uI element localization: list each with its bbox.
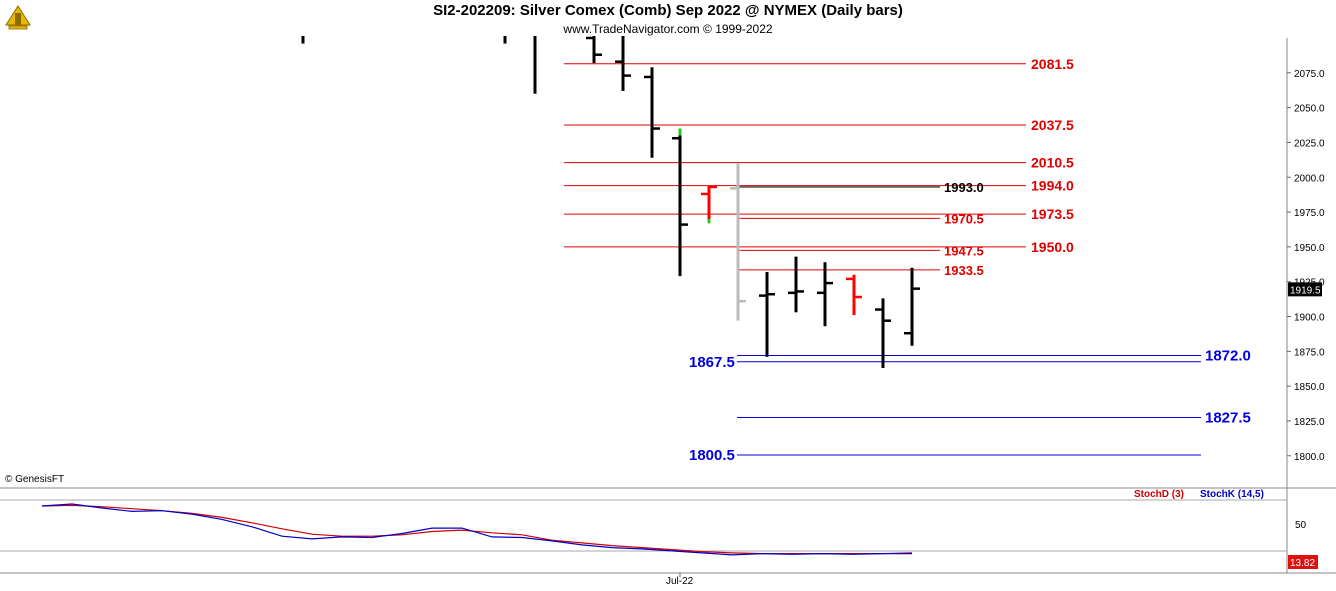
watermark: © GenesisFT: [5, 474, 65, 485]
price-bar: [615, 36, 631, 91]
price-bar: [644, 67, 660, 158]
time-tick-label: Jul-22: [666, 576, 694, 587]
price-tick-label: 2050.0: [1294, 104, 1325, 115]
stoch-k-legend: StochK (14,5): [1200, 489, 1264, 500]
level-label-2081-5: 2081.5: [1031, 56, 1074, 72]
price-bar: [759, 271, 775, 357]
price-tick-label: 1850.0: [1294, 382, 1325, 393]
price-bar: [904, 267, 920, 346]
level-label-2010-5: 2010.5: [1031, 155, 1074, 171]
price-tick-label: 1875.0: [1294, 347, 1325, 358]
price-bar: [846, 274, 862, 316]
price-tick-label: 2075.0: [1294, 69, 1325, 80]
price-tick-label: 1975.0: [1294, 208, 1325, 219]
level-label-2037-5: 2037.5: [1031, 117, 1074, 133]
level-label-1933-5: 1933.5: [944, 263, 984, 278]
level-label-1867-5: 1867.5: [689, 354, 735, 371]
price-bar: [817, 262, 833, 327]
stoch-d-legend: StochD (3): [1134, 489, 1184, 500]
level-label-1950-0: 1950.0: [1031, 239, 1074, 255]
stoch-series-d: [41, 504, 913, 555]
last-price-box: [1288, 282, 1322, 297]
level-label-1993-0: 1993.0: [944, 180, 984, 195]
price-bar: [672, 128, 688, 277]
level-label-1994-0: 1994.0: [1031, 178, 1074, 194]
stoch-value-box: [1288, 555, 1318, 569]
level-label-1800-5: 1800.5: [689, 447, 735, 464]
price-bar: [788, 256, 804, 313]
stoch-series-k: [41, 503, 912, 556]
price-tick-label: 1950.0: [1294, 243, 1325, 254]
price-tick-label: 1925.0: [1294, 278, 1325, 289]
level-label-1947-5: 1947.5: [944, 243, 984, 258]
stoch-value-label: 13.82: [1290, 558, 1315, 569]
price-bar: [875, 298, 891, 369]
chart-title: SI2-202209: Silver Comex (Comb) Sep 2022…: [433, 2, 903, 19]
level-label-1827-5: 1827.5: [1205, 409, 1251, 426]
price-bar: [586, 36, 602, 64]
price-tick-label: 1800.0: [1294, 452, 1325, 463]
price-tick-label: 2000.0: [1294, 173, 1325, 184]
price-bar: [730, 163, 746, 321]
price-tick-label: 2025.0: [1294, 138, 1325, 149]
stoch-tick-label: 50: [1295, 520, 1307, 531]
chart-subtitle: www.TradeNavigator.com © 1999-2022: [563, 22, 773, 36]
last-price-label: 1919.5: [1290, 285, 1321, 296]
price-tick-label: 1900.0: [1294, 313, 1325, 324]
genesis-logo-icon: [3, 3, 33, 33]
level-label-1970-5: 1970.5: [944, 211, 984, 226]
price-tick-label: 1825.0: [1294, 417, 1325, 428]
level-label-1973-5: 1973.5: [1031, 206, 1074, 222]
level-label-1872-0: 1872.0: [1205, 347, 1251, 364]
price-bar: [701, 185, 717, 224]
